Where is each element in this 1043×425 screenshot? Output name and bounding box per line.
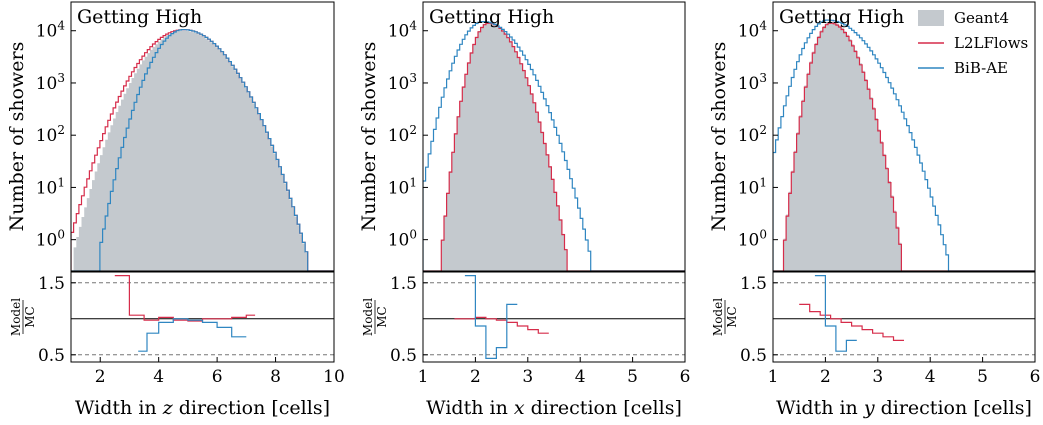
x-tick-label: 2 — [820, 367, 831, 387]
x-tick-label: 4 — [575, 367, 586, 387]
x-axis-label: Width in z direction [cells] — [75, 397, 330, 419]
x-axis-label-post: direction [cells] — [173, 397, 330, 419]
ratio-axis-label: Model MC — [9, 298, 37, 336]
y-tick-label: 101 — [738, 175, 767, 198]
y-tick-label: 103 — [388, 71, 417, 94]
x-tick-label: 6 — [680, 367, 691, 387]
panel-annotation: Getting High — [779, 6, 904, 28]
x-axis-label-pre: Width in — [426, 397, 514, 419]
y-tick-label: 104 — [738, 19, 768, 42]
x-tick-label: 5 — [977, 367, 988, 387]
ratio-plot-frame — [422, 271, 686, 363]
ratio-axis-label: Model MC — [361, 298, 389, 336]
geant4-histogram — [71, 30, 334, 271]
y-tick-label: 104 — [388, 19, 418, 42]
y-tick-label: 101 — [388, 175, 417, 198]
ratio-label-denominator: MC — [725, 306, 739, 327]
y-axis-label: Number of showers — [708, 42, 730, 232]
x-axis-label-post: direction [cells] — [875, 397, 1032, 419]
main-plot-area — [773, 19, 1035, 271]
ratio-tick-label: 0.5 — [38, 346, 65, 366]
y-tick-label: 102 — [738, 123, 767, 146]
ratio-axis-label: Model MC — [711, 298, 739, 336]
x-tick-label: 10 — [323, 367, 345, 387]
x-axis-label: Width in x direction [cells] — [426, 397, 682, 419]
ratio-tick-label: 0.5 — [390, 346, 417, 366]
bib-ae-histogram — [71, 29, 334, 271]
y-tick-label: 103 — [36, 71, 65, 94]
y-tick-label: 100 — [388, 228, 417, 251]
y-axis-label: Number of showers — [358, 42, 380, 232]
x-axis-label-var: z — [162, 397, 174, 419]
x-axis-label-var: y — [863, 397, 875, 419]
ratio-tick-label: 1.5 — [38, 274, 65, 294]
legend-label: BiB-AE — [954, 59, 1008, 77]
chart-panel-2: 100 101 102 103 104 0.5 1.5 1 2 3 4 5 6 Getting High N… — [358, 1, 691, 419]
y-tick-label: 102 — [388, 123, 417, 146]
ratio-tick-label: 0.5 — [740, 346, 767, 366]
x-tick-label: 6 — [212, 367, 223, 387]
ratio-label-numerator: Model — [361, 298, 375, 336]
x-tick-label: 1 — [768, 367, 779, 387]
legend-swatch-geant4 — [918, 10, 944, 26]
l2lflows-ratio — [799, 303, 904, 341]
geant4-histogram — [773, 21, 1035, 271]
y-tick-label: 104 — [36, 19, 66, 42]
x-tick-label: 4 — [925, 367, 936, 387]
ratio-label-numerator: Model — [711, 298, 725, 336]
chart-panel-1: 100 101 102 103 104 0.5 1.5 2 4 6 8 10 Getting High N… — [6, 1, 345, 419]
x-tick-label: 3 — [522, 367, 533, 387]
legend-label: L2LFlows — [954, 34, 1028, 52]
x-axis-label-pre: Width in — [776, 397, 864, 419]
panel-annotation: Getting High — [429, 6, 554, 28]
main-plot-area — [71, 29, 334, 271]
ratio-plot-area — [423, 275, 685, 359]
x-tick-label: 2 — [95, 367, 106, 387]
ratio-plot-frame — [772, 271, 1036, 363]
bib-ae-ratio — [814, 275, 857, 352]
bib-ae-histogram — [423, 21, 685, 271]
y-tick-label: 100 — [738, 228, 767, 251]
ratio-label-denominator: MC — [375, 306, 389, 327]
y-axis-label: Number of showers — [6, 42, 28, 232]
y-tick-label: 103 — [738, 71, 767, 94]
main-plot-frame — [422, 1, 686, 272]
panel-annotation: Getting High — [77, 6, 202, 28]
x-axis-label: Width in y direction [cells] — [776, 397, 1032, 419]
x-axis-label-var: x — [514, 397, 525, 419]
l2lflows-histogram — [423, 22, 685, 271]
chart-panel-3: 100 101 102 103 104 0.5 1.5 1 2 3 4 5 6 Getting High N… — [708, 1, 1041, 419]
main-plot-frame — [772, 1, 1036, 272]
x-tick-label: 2 — [470, 367, 481, 387]
bib-ae-ratio — [464, 275, 518, 359]
ratio-plot-area — [773, 275, 1035, 356]
main-plot-frame — [70, 1, 335, 272]
x-tick-label: 6 — [1030, 367, 1041, 387]
ratio-tick-label: 1.5 — [740, 274, 767, 294]
x-tick-label: 1 — [418, 367, 429, 387]
ratio-label-numerator: Model — [9, 298, 23, 336]
geant4-histogram — [423, 22, 685, 271]
legend: Geant4 L2LFlows BiB-AE — [918, 9, 1028, 77]
x-tick-label: 3 — [872, 367, 883, 387]
ratio-plot-area — [71, 275, 334, 356]
legend-label: Geant4 — [954, 9, 1009, 27]
y-tick-label: 101 — [36, 175, 65, 198]
bib-ae-histogram — [773, 19, 1035, 271]
ratio-plot-frame — [70, 271, 335, 363]
main-plot-area — [423, 21, 685, 271]
l2lflows-histogram — [773, 22, 1035, 271]
x-axis-label-post: direction [cells] — [525, 397, 682, 419]
bib-ae-ratio — [138, 318, 247, 352]
x-tick-label: 8 — [270, 367, 281, 387]
y-tick-label: 100 — [36, 228, 65, 251]
ratio-label-denominator: MC — [23, 306, 37, 327]
x-axis-label-pre: Width in — [75, 397, 163, 419]
x-tick-label: 4 — [153, 367, 164, 387]
y-tick-label: 102 — [36, 123, 65, 146]
ratio-tick-label: 1.5 — [390, 274, 417, 294]
l2lflows-ratio — [454, 316, 549, 334]
x-tick-label: 5 — [627, 367, 638, 387]
